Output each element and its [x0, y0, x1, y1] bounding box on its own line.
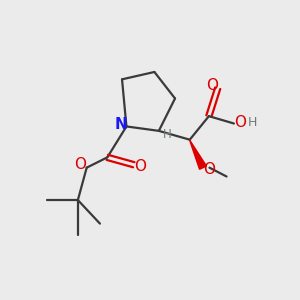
- Text: O: O: [206, 78, 218, 93]
- Text: H: H: [248, 116, 257, 128]
- Polygon shape: [190, 140, 206, 169]
- Text: O: O: [134, 159, 146, 174]
- Text: O: O: [203, 162, 215, 177]
- Text: O: O: [74, 157, 86, 172]
- Text: H: H: [163, 128, 172, 141]
- Text: O: O: [234, 115, 246, 130]
- Text: N: N: [115, 118, 128, 133]
